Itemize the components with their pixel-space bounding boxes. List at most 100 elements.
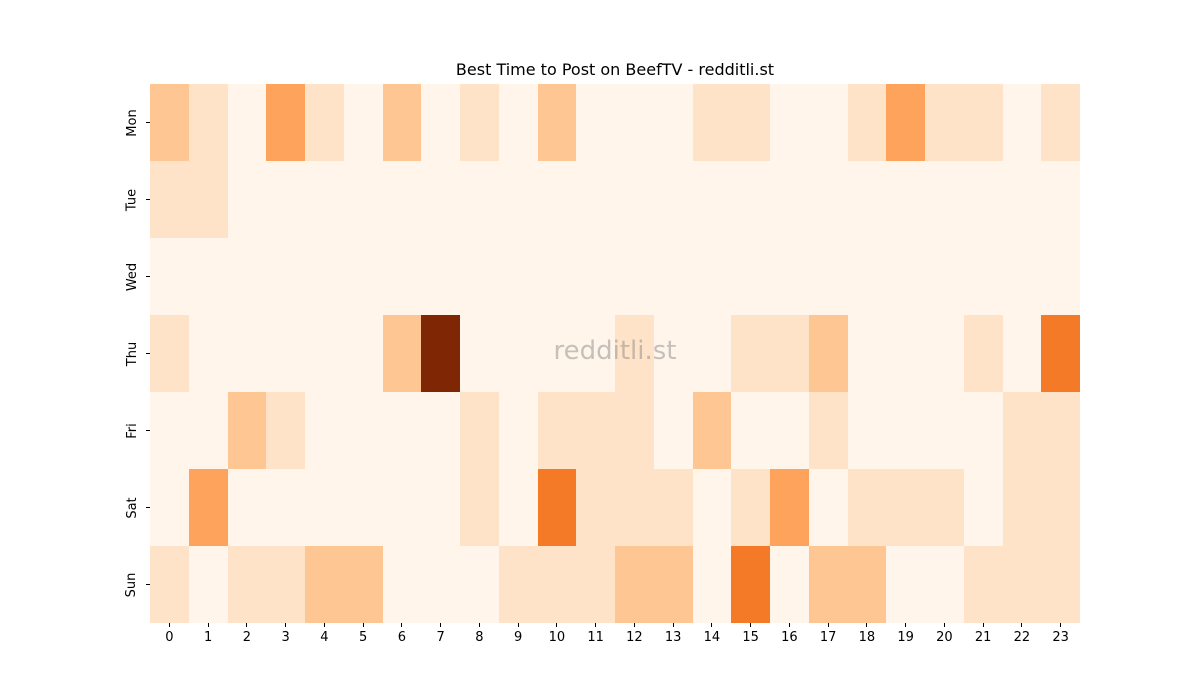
heatmap-cell — [963, 315, 1003, 392]
heatmap-cell — [343, 84, 383, 161]
x-tick-label: 19 — [897, 630, 914, 645]
heatmap-cell — [576, 161, 615, 238]
heatmap-cell — [498, 469, 538, 546]
y-tick-mark — [146, 122, 150, 123]
heatmap-cell — [886, 315, 925, 392]
heatmap-cell — [963, 546, 1003, 623]
heatmap-cell — [1002, 315, 1042, 392]
y-tick-mark — [146, 507, 150, 508]
heatmap-cell — [537, 546, 577, 623]
heatmap-cell — [305, 161, 344, 238]
heatmap-cell — [266, 238, 305, 315]
heatmap-cell — [498, 392, 538, 469]
heatmap-cell — [305, 238, 344, 315]
heatmap-cell — [653, 161, 693, 238]
heatmap-cell — [343, 238, 383, 315]
y-tick-label: Tue — [124, 188, 140, 211]
heatmap-cell — [227, 469, 267, 546]
heatmap-cell — [150, 469, 189, 546]
heatmap-cell — [305, 84, 344, 161]
heatmap-cell — [266, 392, 305, 469]
heatmap-cell — [421, 392, 460, 469]
heatmap-plot-area: redditli.st — [150, 84, 1080, 623]
heatmap-cell — [460, 469, 499, 546]
heatmap-cell — [498, 161, 538, 238]
x-tick-label: 21 — [974, 630, 992, 645]
heatmap-cell — [731, 469, 770, 546]
heatmap-cell — [847, 469, 887, 546]
heatmap-cell — [692, 161, 732, 238]
x-tick-label: 7 — [436, 630, 445, 645]
x-tick-label: 11 — [587, 630, 604, 645]
heatmap-cell — [150, 546, 189, 623]
x-tick-label: 17 — [819, 630, 837, 645]
x-tick-label: 8 — [475, 630, 484, 645]
x-tick-mark — [1060, 623, 1062, 627]
heatmap-cell — [653, 546, 693, 623]
x-tick-mark — [866, 623, 868, 627]
heatmap-cell — [770, 392, 809, 469]
heatmap-cell — [382, 84, 422, 161]
heatmap-cell — [498, 84, 538, 161]
heatmap-cell — [770, 469, 809, 546]
x-tick-label: 10 — [548, 630, 566, 645]
heatmap-cell — [808, 161, 848, 238]
heatmap-cell — [963, 469, 1003, 546]
heatmap-cell — [460, 546, 499, 623]
heatmap-cell — [925, 161, 964, 238]
y-tick-label: Mon — [124, 108, 140, 137]
heatmap-cell — [963, 238, 1003, 315]
heatmap-cell — [731, 392, 770, 469]
heatmap-cell — [1002, 546, 1042, 623]
heatmap-cell — [1002, 238, 1042, 315]
heatmap-cell — [576, 392, 615, 469]
heatmap-cell — [808, 238, 848, 315]
heatmap-cell — [886, 161, 925, 238]
heatmap-cell — [1041, 392, 1080, 469]
heatmap-cell — [576, 315, 615, 392]
heatmap-cell — [925, 238, 964, 315]
x-tick-mark — [827, 623, 829, 627]
heatmap-cell — [188, 238, 228, 315]
heatmap-cell — [847, 392, 887, 469]
heatmap-cell — [1041, 161, 1080, 238]
x-tick-mark — [633, 623, 635, 627]
heatmap-cell — [343, 392, 383, 469]
y-axis: Mon Tue Wed Thu Fri Sat Sun — [100, 84, 150, 623]
heatmap-cell — [808, 84, 848, 161]
x-tick-mark — [943, 623, 945, 627]
x-tick-label: 16 — [781, 630, 798, 645]
heatmap-cell — [421, 315, 460, 392]
heatmap-cell — [1002, 469, 1042, 546]
heatmap-cell — [808, 392, 848, 469]
x-tick-mark — [595, 623, 597, 627]
heatmap-cell — [188, 161, 228, 238]
x-tick-label: 13 — [664, 630, 682, 645]
heatmap-cell — [227, 392, 267, 469]
heatmap-cell — [847, 546, 887, 623]
heatmap-cell — [150, 392, 189, 469]
heatmap-cell — [770, 84, 809, 161]
heatmap-cell — [421, 546, 460, 623]
heatmap-cell — [266, 84, 305, 161]
heatmap-cell — [498, 546, 538, 623]
heatmap-cell — [421, 238, 460, 315]
x-tick-mark — [362, 623, 364, 627]
x-tick-mark — [711, 623, 713, 627]
heatmap-cell — [886, 392, 925, 469]
x-tick-label: 0 — [165, 630, 174, 645]
heatmap-cell — [382, 315, 422, 392]
heatmap-cell — [808, 546, 848, 623]
x-tick-mark — [517, 623, 519, 627]
heatmap-cell — [576, 84, 615, 161]
heatmap-cell — [460, 238, 499, 315]
heatmap-cell — [343, 161, 383, 238]
heatmap-cell — [537, 238, 577, 315]
x-tick-mark — [323, 623, 325, 627]
heatmap-cell — [615, 392, 654, 469]
heatmap-cell — [150, 315, 189, 392]
x-tick-label: 23 — [1052, 630, 1069, 645]
heatmap-cell — [731, 546, 770, 623]
heatmap-cell — [537, 161, 577, 238]
heatmap-cell — [343, 546, 383, 623]
